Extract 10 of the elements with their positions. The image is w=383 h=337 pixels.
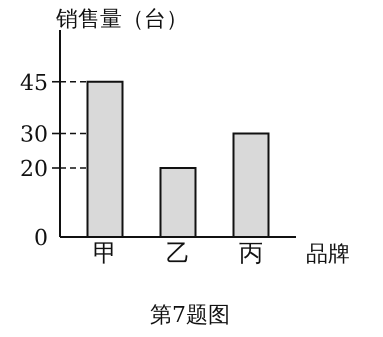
x-tick-label: 乙: [166, 239, 190, 267]
y-tick-label: 0: [34, 226, 48, 251]
y-tick-label: 30: [20, 122, 48, 148]
x-tick-label: 甲: [93, 239, 117, 267]
x-tick-label: 丙: [239, 239, 263, 267]
text: 第7题图: [150, 303, 230, 328]
y-axis-title: 销售量（台）: [55, 7, 188, 32]
x-axis-title: 品牌: [306, 242, 350, 267]
y-tick-label: 45: [20, 70, 48, 96]
y-tick-label: 20: [20, 157, 48, 182]
